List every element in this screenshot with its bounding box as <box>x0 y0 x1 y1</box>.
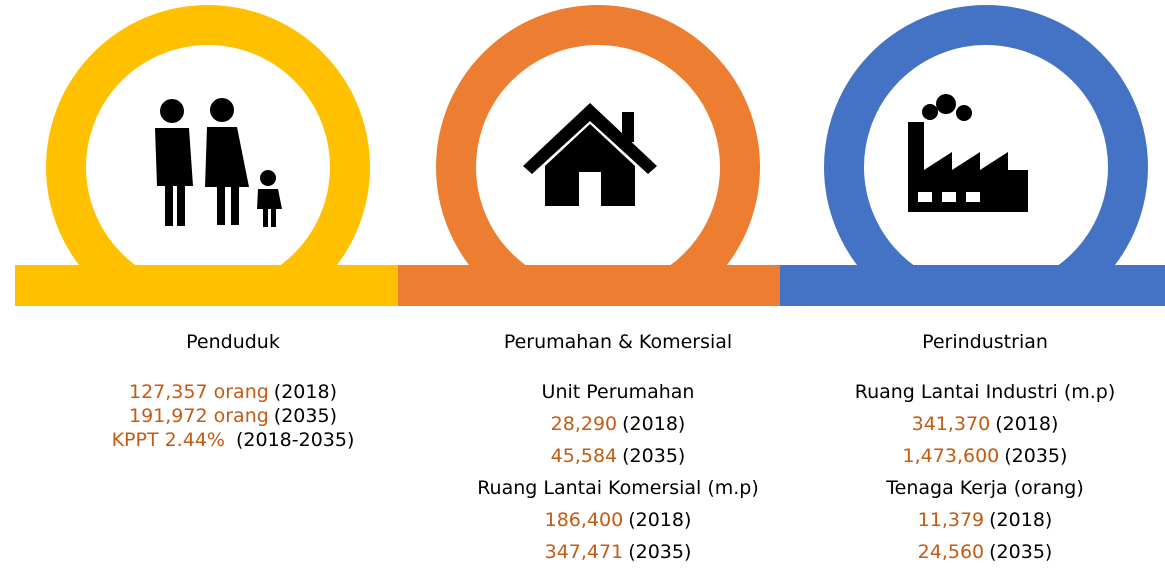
stat-value: 341,370 <box>912 413 991 435</box>
stat-value: 11,379 <box>918 509 984 531</box>
stat-line: Ruang Lantai Komersial (m.p) <box>477 477 759 499</box>
stat-value: 191,972 orang <box>129 405 269 427</box>
stat-value: KPPT 2.44% <box>112 429 225 451</box>
stat-line: 28,290 (2018) <box>551 413 686 435</box>
band <box>15 265 399 306</box>
stat-note: (2018) <box>989 509 1052 531</box>
stat-note: Ruang Lantai Komersial (m.p) <box>477 477 759 499</box>
stat-line: 347,471 (2035) <box>545 541 692 563</box>
stat-note: (2035) <box>1004 445 1067 467</box>
stat-note: (2018) <box>995 413 1058 435</box>
stat-value: 24,560 <box>918 541 984 563</box>
stat-value: 186,400 <box>545 509 624 531</box>
stat-line: 186,400 (2018) <box>545 509 692 531</box>
stat-note: Ruang Lantai Industri (m.p) <box>855 381 1116 403</box>
stat-line: 191,972 orang (2035) <box>129 405 337 427</box>
stat-note: (2018) <box>622 413 685 435</box>
stat-note: (2035) <box>622 445 685 467</box>
stat-value: 45,584 <box>551 445 617 467</box>
stat-line: 11,379 (2018) <box>918 509 1053 531</box>
stat-line: Tenaga Kerja (orang) <box>885 477 1083 499</box>
band <box>398 265 781 306</box>
stat-line: 1,473,600 (2035) <box>903 445 1068 467</box>
stat-line: Ruang Lantai Industri (m.p) <box>855 381 1116 403</box>
house-icon <box>523 103 657 206</box>
stat-value: 127,357 orang <box>129 381 269 403</box>
stat-note: (2018) <box>274 381 337 403</box>
panel-title: Penduduk <box>186 331 280 353</box>
family-icon <box>155 98 282 227</box>
stat-note: Unit Perumahan <box>542 381 695 403</box>
stat-note: (2035) <box>989 541 1052 563</box>
stat-line: 127,357 orang (2018) <box>129 381 337 403</box>
stat-note: (2035) <box>628 541 691 563</box>
stat-value: 347,471 <box>545 541 624 563</box>
factory-icon <box>908 94 1028 212</box>
stat-line: Unit Perumahan <box>542 381 695 403</box>
stat-line: 45,584 (2035) <box>551 445 686 467</box>
band <box>780 265 1165 306</box>
stat-note: Tenaga Kerja (orang) <box>885 477 1083 499</box>
stat-note: (2035) <box>274 405 337 427</box>
stat-line: 341,370 (2018) <box>912 413 1059 435</box>
panel-title: Perumahan & Komersial <box>504 331 732 353</box>
panel-title: Perindustrian <box>922 331 1048 353</box>
stat-value: 1,473,600 <box>903 445 1000 467</box>
stat-line: 24,560 (2035) <box>918 541 1053 563</box>
stat-note: (2018) <box>628 509 691 531</box>
stat-value: 28,290 <box>551 413 617 435</box>
stat-line: KPPT 2.44% (2018-2035) <box>112 429 355 451</box>
stat-note: (2018-2035) <box>230 429 354 451</box>
